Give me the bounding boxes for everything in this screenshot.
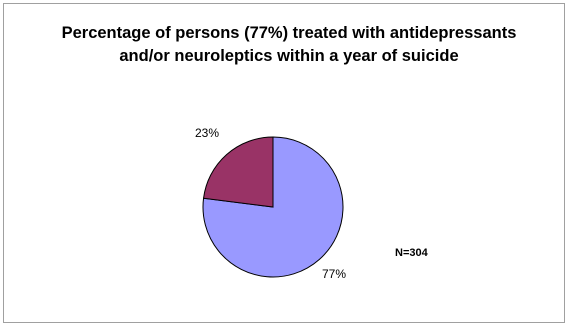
sample-size-annotation: N=304 <box>395 247 428 259</box>
chart-title: Percentage of persons (77%) treated with… <box>61 24 517 65</box>
slice-label-77: 77% <box>322 267 346 281</box>
slice-label-23: 23% <box>195 126 219 140</box>
pie-slice-23 <box>202 136 274 208</box>
